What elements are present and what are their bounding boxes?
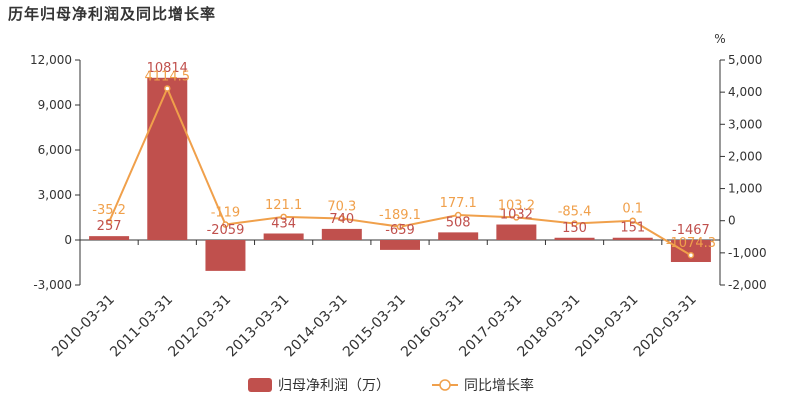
growth-point [571,220,578,227]
line-data-label: 70.3 [327,199,356,214]
line-data-label: -1074.3 [666,236,716,251]
growth-point [629,217,636,224]
bar [321,228,362,240]
growth-point [454,211,462,219]
y-right-tick-label: -2,000 [728,278,767,292]
bar-data-label: 257 [97,219,122,234]
line-data-label: -35.2 [92,203,126,218]
line-data-label: -85.4 [558,204,592,219]
bar-data-label: 10814 [147,61,188,76]
bar-data-label: 151 [620,221,645,236]
line-data-label: -119 [211,206,241,221]
y-right-unit: % [714,32,725,46]
line-data-label: 121.1 [265,198,302,213]
y-right-tick-label: 4,000 [728,85,762,99]
legend-bar-label: 归母净利润（万） [278,377,390,394]
x-tick-label: 2020-03-31 [631,292,700,361]
bar [205,240,246,271]
line-data-label: 0.1 [622,202,643,217]
bar [554,237,595,240]
bar-data-label: -659 [385,223,415,238]
bar-data-label: -1467 [672,223,710,238]
line-data-label: 103.2 [498,198,535,213]
y-left-tick-label: 3,000 [38,188,72,202]
y-left-tick-label: 0 [64,233,72,247]
growth-point [687,251,695,259]
line-data-label: 177.1 [440,196,477,211]
bar-data-label: -2059 [207,223,245,238]
bar [612,237,653,240]
line-data-label: -189.1 [379,208,421,223]
bar-data-label: 740 [329,212,354,227]
y-right-tick-label: 0 [728,214,736,228]
y-left-tick-label: 6,000 [38,143,72,157]
bar-data-label: 1032 [500,208,533,223]
y-right-tick-label: 5,000 [728,53,762,67]
growth-point [513,214,520,221]
legend-line-label: 同比增长率 [464,377,534,394]
growth-point [222,221,229,228]
growth-point [280,213,287,221]
bar-data-label: 434 [271,216,296,231]
bar [263,233,304,240]
y-right-tick-label: 3,000 [728,117,762,131]
growth-point [164,85,171,92]
y-left-tick-label: -3,000 [33,278,72,292]
bar [670,240,711,263]
bar [89,236,130,240]
legend-line-marker [439,379,451,391]
bar-data-label: 508 [446,215,471,230]
growth-point [338,215,346,222]
bar [147,77,188,240]
bar-data-label: 150 [562,221,587,236]
legend-bar-swatch [248,378,272,392]
bar [380,240,420,250]
line-data-label: 4114.5 [145,69,191,84]
y-right-tick-label: -1,000 [728,246,767,260]
y-right-tick-label: 2,000 [728,149,762,163]
y-left-tick-label: 12,000 [30,53,72,67]
growth-point [105,218,113,226]
y-right-tick-label: 1,000 [728,182,762,196]
bar [438,232,479,240]
growth-point [396,223,404,231]
bar [496,224,537,240]
chart-title: 历年归母净利润及同比增长率 [8,5,217,23]
y-left-tick-label: 9,000 [38,98,72,112]
